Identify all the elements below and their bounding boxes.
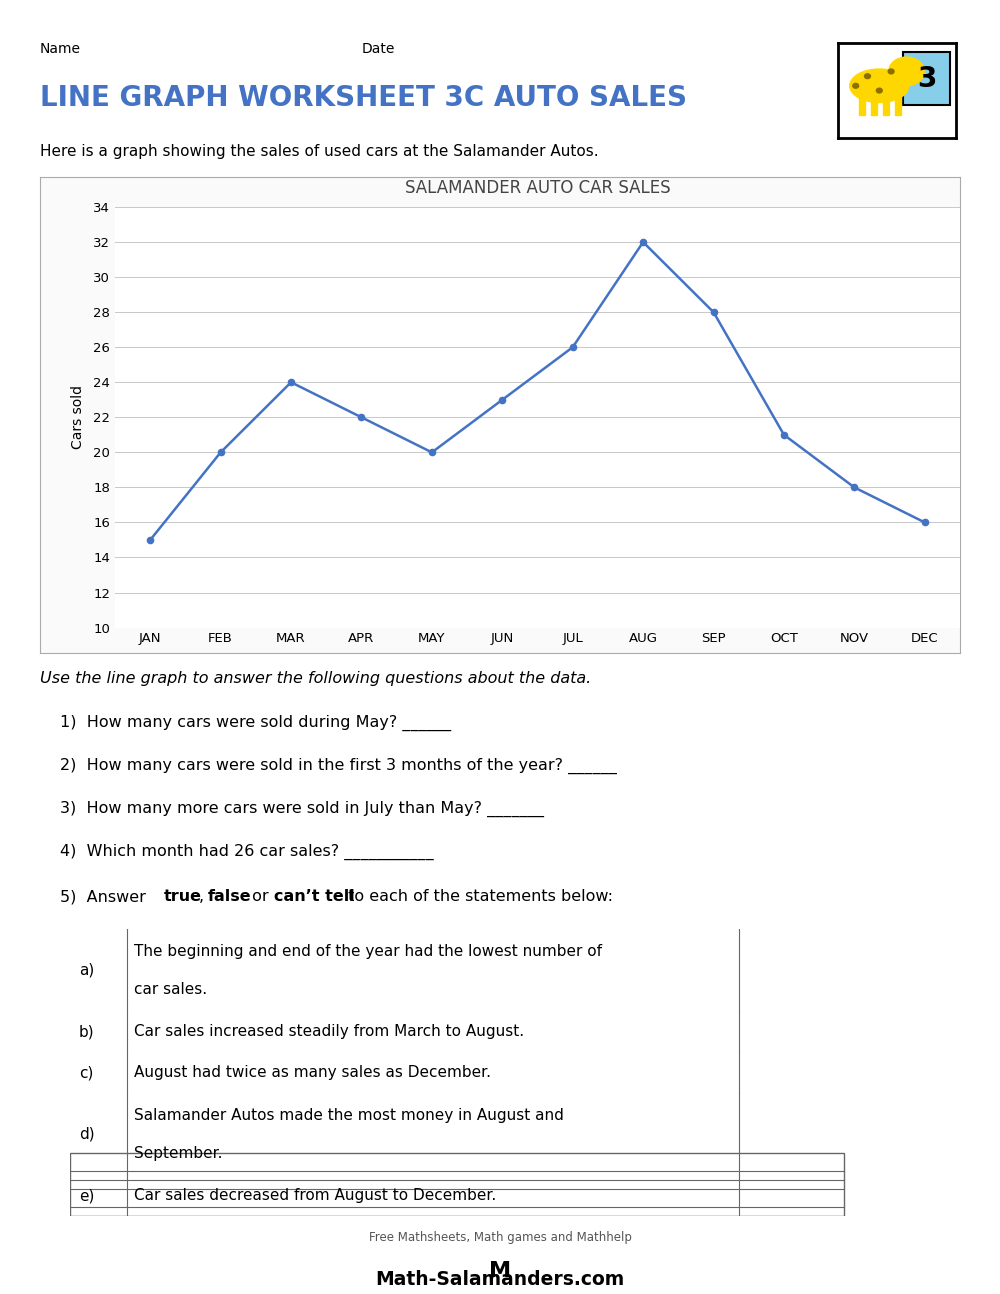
Text: true: true: [164, 889, 202, 905]
Text: 1)  How many cars were sold during May? ______: 1) How many cars were sold during May? _…: [60, 716, 451, 731]
Bar: [883, 96, 889, 115]
Text: car sales.: car sales.: [134, 982, 207, 996]
Circle shape: [865, 74, 870, 79]
Text: LINE GRAPH WORKSHEET 3C AUTO SALES: LINE GRAPH WORKSHEET 3C AUTO SALES: [40, 84, 687, 113]
Circle shape: [876, 88, 882, 93]
Text: Math-Salamanders.com: Math-Salamanders.com: [375, 1269, 625, 1289]
Text: 4)  Which month had 26 car sales? ___________: 4) Which month had 26 car sales? _______…: [60, 844, 434, 859]
Text: Use the line graph to answer the following questions about the data.: Use the line graph to answer the followi…: [40, 670, 591, 686]
Text: b): b): [79, 1024, 94, 1039]
Text: Salamander Autos made the most money in August and: Salamander Autos made the most money in …: [134, 1108, 564, 1123]
Ellipse shape: [850, 69, 909, 102]
Text: a): a): [79, 963, 94, 978]
Text: Car sales decreased from August to December.: Car sales decreased from August to Decem…: [134, 1188, 496, 1203]
Circle shape: [853, 83, 859, 88]
Text: can’t tell: can’t tell: [274, 889, 355, 905]
Text: Date: Date: [362, 41, 395, 56]
Text: d): d): [79, 1127, 94, 1141]
Text: M: M: [489, 1260, 511, 1281]
Text: August had twice as many sales as December.: August had twice as many sales as Decemb…: [134, 1065, 491, 1080]
Y-axis label: Cars sold: Cars sold: [71, 386, 85, 449]
Text: ,: ,: [199, 889, 209, 905]
Text: Here is a graph showing the sales of used cars at the Salamander Autos.: Here is a graph showing the sales of use…: [40, 144, 599, 159]
Bar: [871, 96, 877, 115]
Text: 5)  Answer: 5) Answer: [60, 889, 151, 905]
Text: The beginning and end of the year had the lowest number of: The beginning and end of the year had th…: [134, 943, 602, 959]
Circle shape: [889, 57, 924, 85]
Circle shape: [888, 69, 894, 74]
Title: SALAMANDER AUTO CAR SALES: SALAMANDER AUTO CAR SALES: [405, 179, 670, 197]
Bar: [903, 52, 950, 105]
Text: Name: Name: [40, 41, 81, 56]
Bar: [859, 96, 865, 115]
Bar: [895, 96, 901, 115]
Text: or: or: [247, 889, 274, 905]
Text: Car sales increased steadily from March to August.: Car sales increased steadily from March …: [134, 1024, 524, 1039]
Text: to each of the statements below:: to each of the statements below:: [343, 889, 613, 905]
Text: false: false: [208, 889, 251, 905]
Text: e): e): [79, 1188, 94, 1203]
Text: 2)  How many cars were sold in the first 3 months of the year? ______: 2) How many cars were sold in the first …: [60, 758, 617, 774]
Text: 3)  How many more cars were sold in July than May? _______: 3) How many more cars were sold in July …: [60, 801, 544, 817]
Text: September.: September.: [134, 1145, 223, 1161]
Text: c): c): [79, 1065, 93, 1080]
Text: 3: 3: [917, 65, 936, 93]
Text: Free Mathsheets, Math games and Mathhelp: Free Mathsheets, Math games and Mathhelp: [369, 1231, 631, 1244]
